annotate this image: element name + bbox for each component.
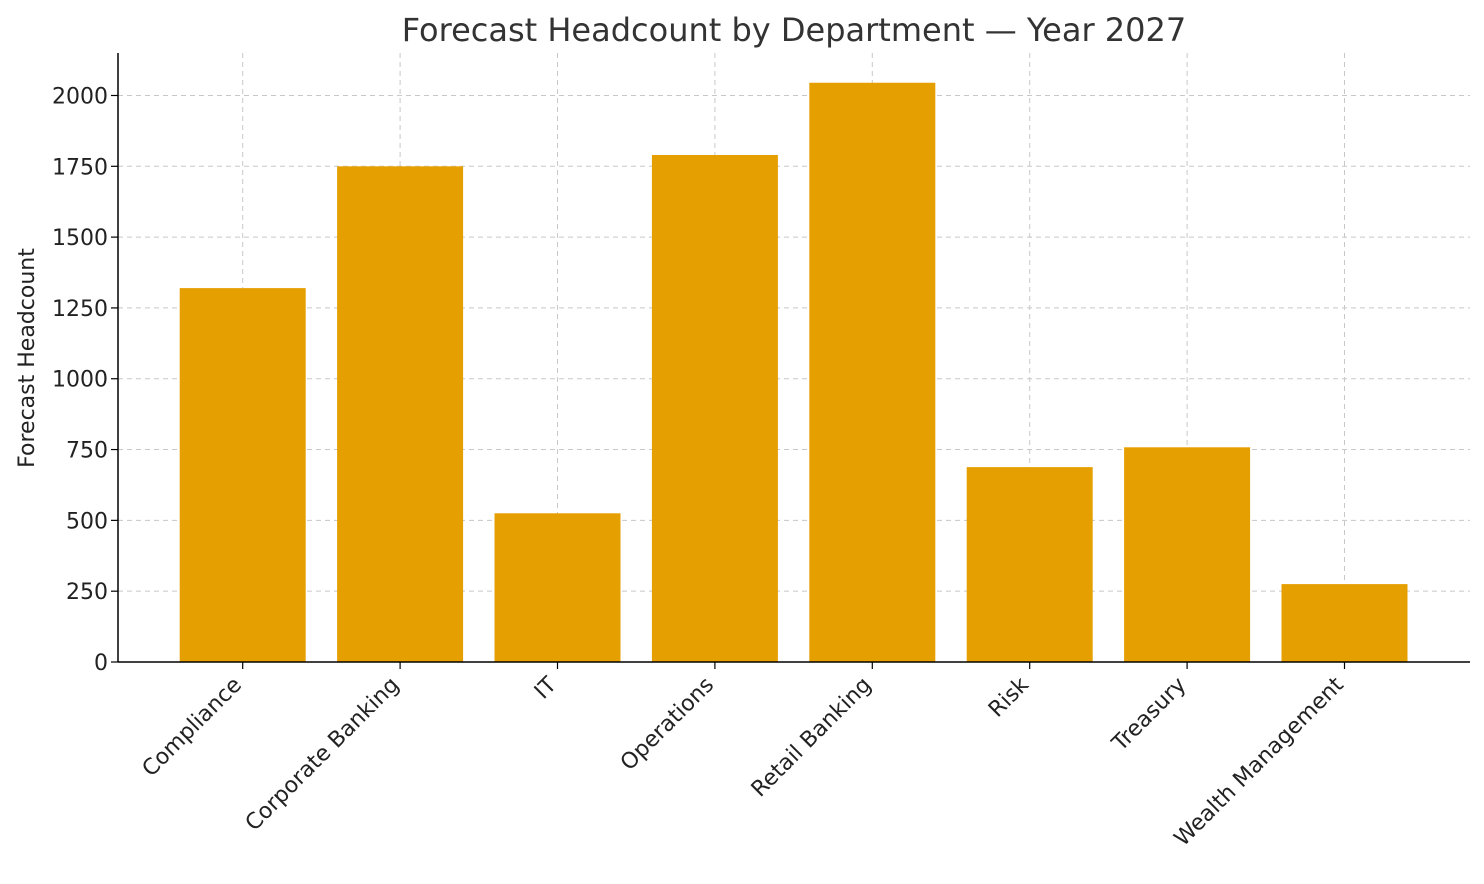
x-tick-label: Compliance — [138, 673, 247, 782]
x-tick-label: Treasury — [1107, 673, 1191, 757]
y-ticks: 0 250 500 750 1000 1250 1500 1750 2000 — [52, 84, 118, 676]
y-tick-label: 750 — [66, 439, 108, 464]
axes — [117, 53, 1470, 663]
bars — [179, 82, 1408, 663]
y-tick-label: 1750 — [52, 155, 108, 180]
bar-treasury — [1124, 447, 1251, 662]
bar-retail-banking — [809, 82, 936, 662]
x-tick-label: Wealth Management — [1170, 672, 1349, 851]
y-tick-label: 1250 — [52, 297, 108, 322]
y-tick-label: 1000 — [52, 368, 108, 393]
bar-corporate-banking — [337, 166, 464, 663]
y-axis-label: Forecast Headcount — [15, 248, 40, 468]
y-tick-label: 1500 — [52, 226, 108, 251]
bar-compliance — [179, 288, 306, 662]
y-tick-label: 250 — [66, 580, 108, 605]
y-tick-label: 500 — [66, 509, 108, 534]
bar-it — [494, 513, 621, 662]
grid-lines — [118, 53, 1470, 662]
chart-title: Forecast Headcount by Department — Year … — [402, 11, 1186, 49]
y-tick-label: 0 — [94, 651, 108, 676]
bar-wealth-management — [1281, 584, 1408, 662]
x-tick-label: IT — [530, 672, 562, 704]
x-tick-label: Corporate Banking — [241, 673, 405, 837]
x-tick-label: Operations — [616, 673, 719, 776]
bar-risk — [966, 467, 1093, 662]
y-tick-label: 2000 — [52, 84, 108, 109]
bar-operations — [651, 154, 778, 662]
x-tick-label: Retail Banking — [747, 673, 877, 803]
x-tick-label: Risk — [984, 672, 1034, 722]
